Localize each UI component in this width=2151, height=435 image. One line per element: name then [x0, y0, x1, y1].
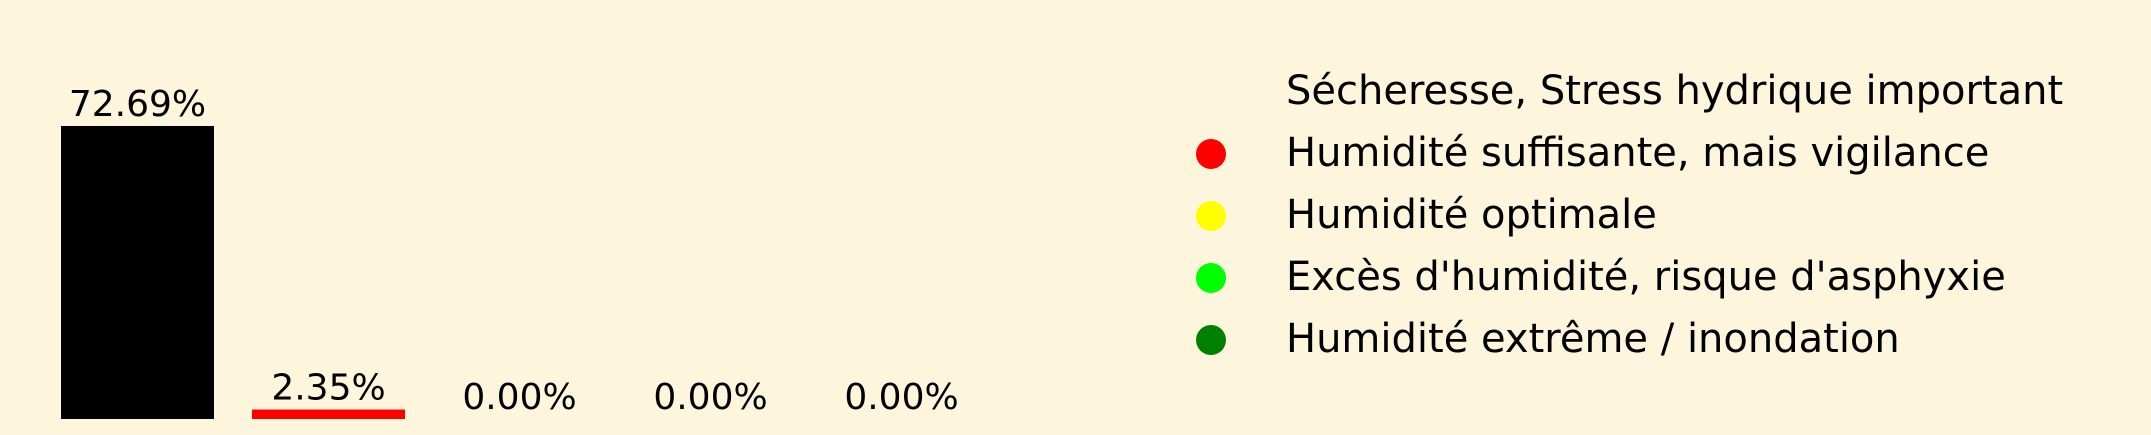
bars-group [61, 126, 405, 419]
legend-item-2: Humidité suffisante, mais vigilance [1196, 130, 1989, 176]
bar-value-label-1: 72.69% [69, 84, 206, 125]
legend-label-2: Humidité suffisante, mais vigilance [1286, 130, 1989, 176]
legend-item-4: Excès d'humidité, risque d'asphyxie [1196, 254, 2006, 300]
bar-value-label-4: 0.00% [653, 377, 767, 418]
bar-value-label-2: 2.35% [271, 368, 385, 409]
legend-marker-2 [1196, 139, 1226, 169]
legend-marker-5 [1196, 325, 1226, 355]
legend-label-3: Humidité optimale [1286, 192, 1657, 238]
legend-item-3: Humidité optimale [1196, 192, 1657, 238]
legend-marker-3 [1196, 201, 1226, 231]
legend-label-1: Sécheresse, Stress hydrique important [1286, 68, 2063, 114]
value-labels-group: 72.69% 2.35% 0.00% 0.00% 0.00% [69, 84, 959, 418]
legend: Sécheresse, Stress hydrique important Hum… [1196, 68, 2063, 362]
legend-label-4: Excès d'humidité, risque d'asphyxie [1286, 254, 2006, 300]
bar-value-label-3: 0.00% [462, 377, 576, 418]
legend-marker-4 [1196, 263, 1226, 293]
legend-item-5: Humidité extrême / inondation [1196, 316, 1900, 362]
bar-value-label-5: 0.00% [844, 377, 958, 418]
legend-label-5: Humidité extrême / inondation [1286, 316, 1900, 362]
bar-1 [61, 126, 214, 419]
legend-item-1: Sécheresse, Stress hydrique important [1286, 68, 2063, 114]
bar-2 [252, 409, 405, 419]
